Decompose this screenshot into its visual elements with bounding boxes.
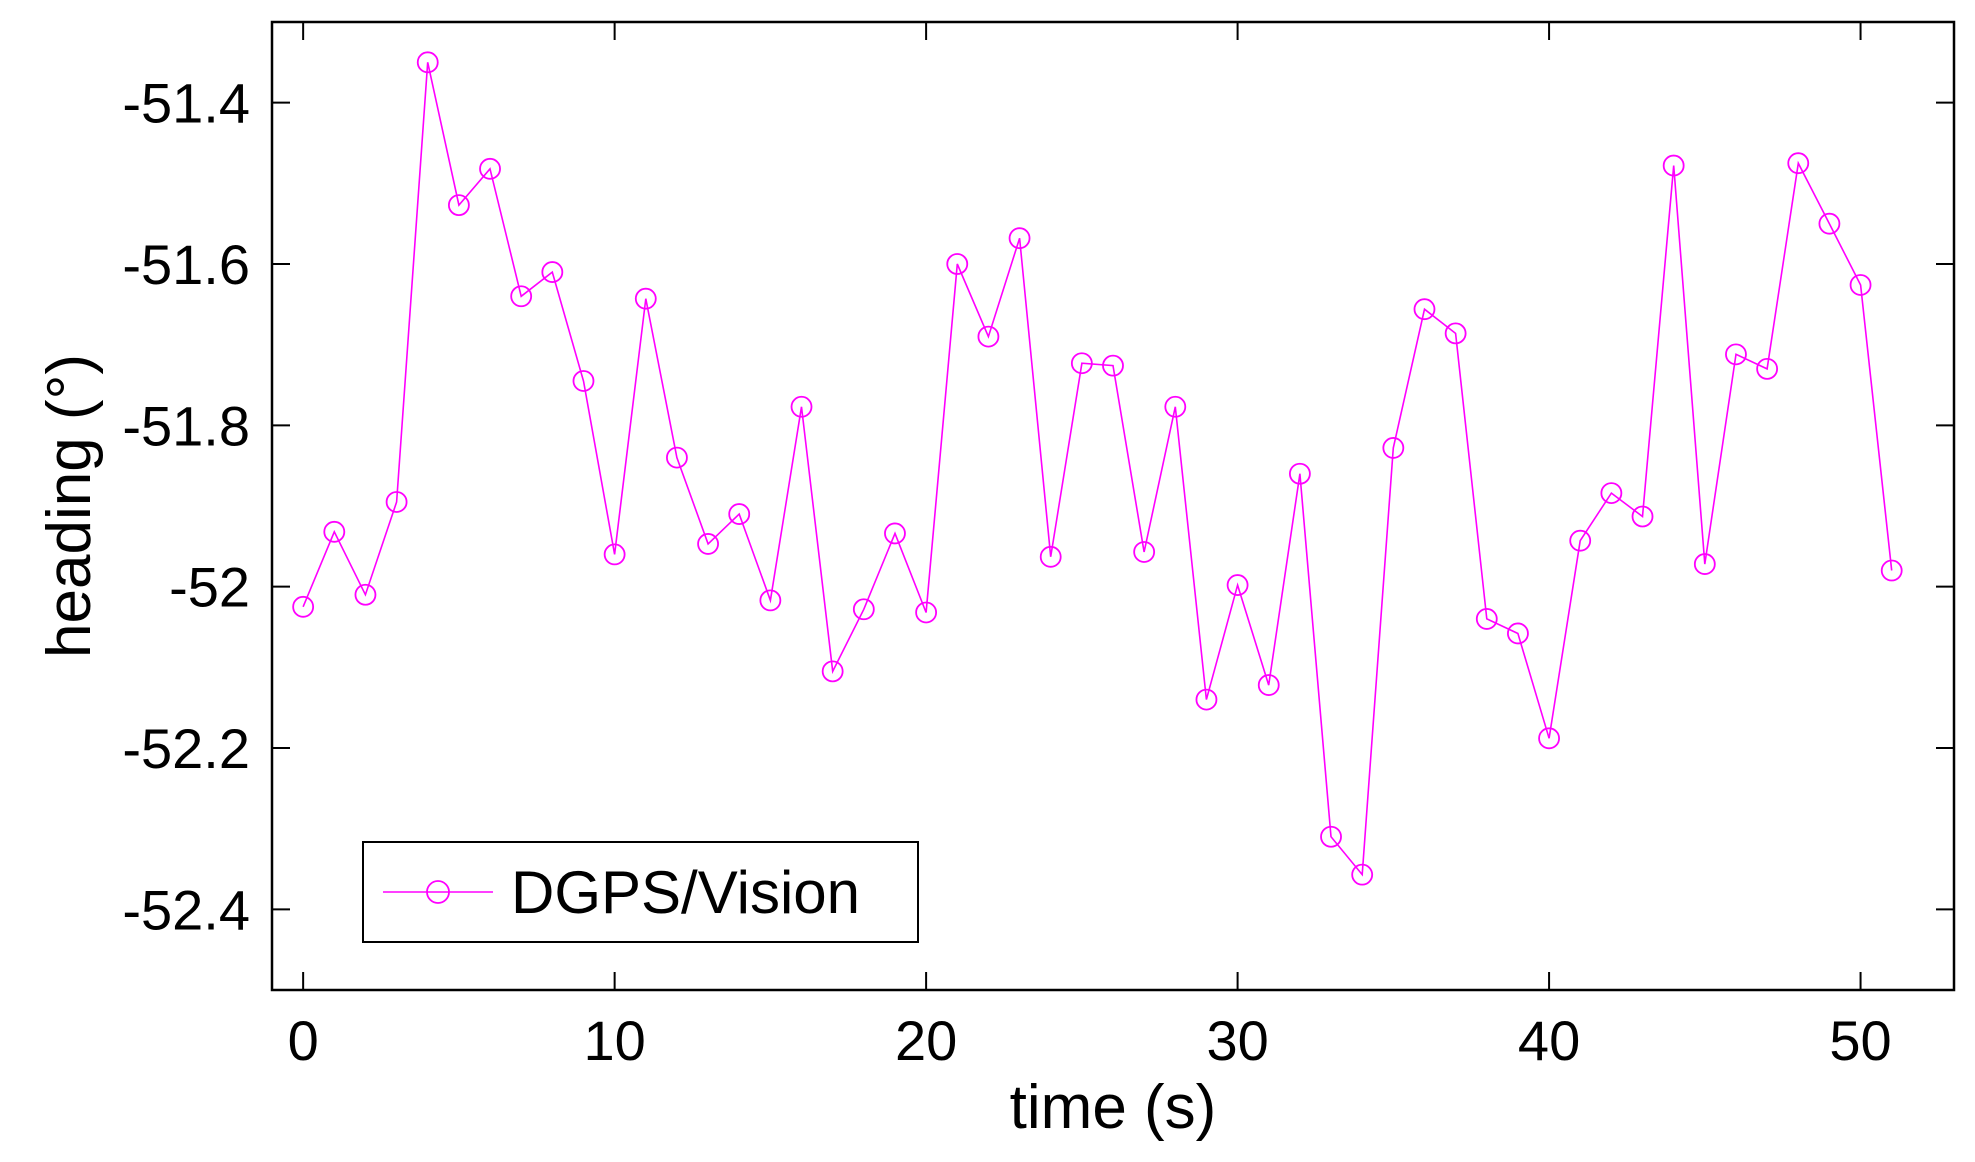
- x-tick-label: 10: [583, 1009, 645, 1072]
- data-point-marker: [946, 253, 969, 275]
- data-point-marker: [354, 583, 377, 606]
- data-point-marker: [1507, 622, 1529, 645]
- data-point-marker: [1195, 688, 1218, 711]
- axis-ticks: 0 10 20 30 40 50 -51.4 -51.6 -51.8 -52 -52.2 -52.4: [122, 22, 1954, 1072]
- x-axis-label: time (s): [1010, 1073, 1217, 1142]
- data-point-marker: [385, 491, 408, 513]
- data-point-marker: [977, 325, 1000, 348]
- data-point-marker: [1600, 482, 1623, 504]
- data-point-marker: [915, 601, 938, 624]
- data-point-marker: [1725, 343, 1747, 366]
- data-point-marker: [479, 157, 501, 180]
- legend-box: [362, 841, 919, 943]
- y-axis-label: heading (°): [35, 354, 104, 658]
- data-point-marker: [1444, 322, 1467, 345]
- data-point-marker: [1382, 437, 1405, 459]
- data-point-marker: [1070, 352, 1093, 375]
- data-point-marker: [510, 285, 533, 308]
- x-tick-label: 20: [895, 1009, 957, 1072]
- data-point-marker: [759, 589, 782, 612]
- data-point-marker: [1413, 298, 1436, 321]
- data-point-marker: [1226, 574, 1249, 596]
- data-point-marker: [1102, 354, 1124, 377]
- data-point-marker: [666, 446, 688, 469]
- series-layer: [292, 51, 1903, 886]
- x-tick-label: 30: [1206, 1009, 1268, 1072]
- plot-area-frame: [270, 20, 1956, 992]
- data-point-marker: [1164, 395, 1187, 418]
- data-point-marker: [1631, 505, 1654, 528]
- data-point-marker: [1756, 357, 1779, 380]
- data-point-marker: [447, 194, 470, 217]
- data-point-marker: [603, 543, 626, 566]
- y-tick-label: -52.2: [122, 717, 250, 780]
- data-point-marker: [1818, 212, 1841, 235]
- data-point-marker: [1693, 553, 1716, 575]
- data-point-marker: [634, 287, 657, 310]
- data-point-marker: [416, 51, 439, 74]
- data-point-marker: [1320, 825, 1342, 848]
- x-tick-label: 0: [288, 1009, 319, 1072]
- data-point-marker: [292, 595, 315, 618]
- legend: DGPS/Vision: [362, 841, 919, 943]
- x-tick-label: 40: [1518, 1009, 1580, 1072]
- data-point-marker: [1662, 154, 1685, 177]
- data-point-marker: [1351, 863, 1374, 886]
- data-point-marker: [1257, 674, 1280, 696]
- data-point-marker: [1569, 529, 1592, 552]
- data-point-marker: [728, 503, 751, 525]
- data-point-marker: [697, 533, 719, 555]
- data-point-marker: [541, 261, 564, 283]
- legend-label: DGPS/Vision: [511, 859, 860, 926]
- legend-circle-marker-icon: [426, 880, 450, 904]
- series-line-dgps-vision: [302, 62, 1893, 877]
- y-tick-label: -51.6: [122, 233, 250, 296]
- data-point-marker: [323, 520, 346, 543]
- data-point-marker: [1880, 559, 1903, 582]
- y-tick-label: -51.4: [122, 72, 250, 135]
- y-tick-label: -52.4: [122, 878, 250, 941]
- data-point-marker: [1288, 462, 1311, 485]
- data-point-marker: [1008, 227, 1031, 250]
- data-point-marker: [852, 598, 875, 621]
- data-point-marker: [1538, 727, 1560, 750]
- data-point-marker: [1787, 152, 1810, 175]
- x-tick-label: 50: [1829, 1009, 1891, 1072]
- y-tick-label: -52: [169, 556, 250, 619]
- data-point-marker: [1849, 274, 1872, 296]
- data-point-marker: [1133, 541, 1156, 563]
- data-point-marker: [1039, 545, 1062, 568]
- data-point-marker: [1475, 608, 1498, 630]
- y-tick-label: -51.8: [122, 394, 250, 457]
- data-point-marker: [821, 660, 844, 683]
- data-point-marker: [884, 522, 906, 545]
- data-point-marker: [572, 370, 595, 392]
- data-point-marker: [790, 395, 813, 418]
